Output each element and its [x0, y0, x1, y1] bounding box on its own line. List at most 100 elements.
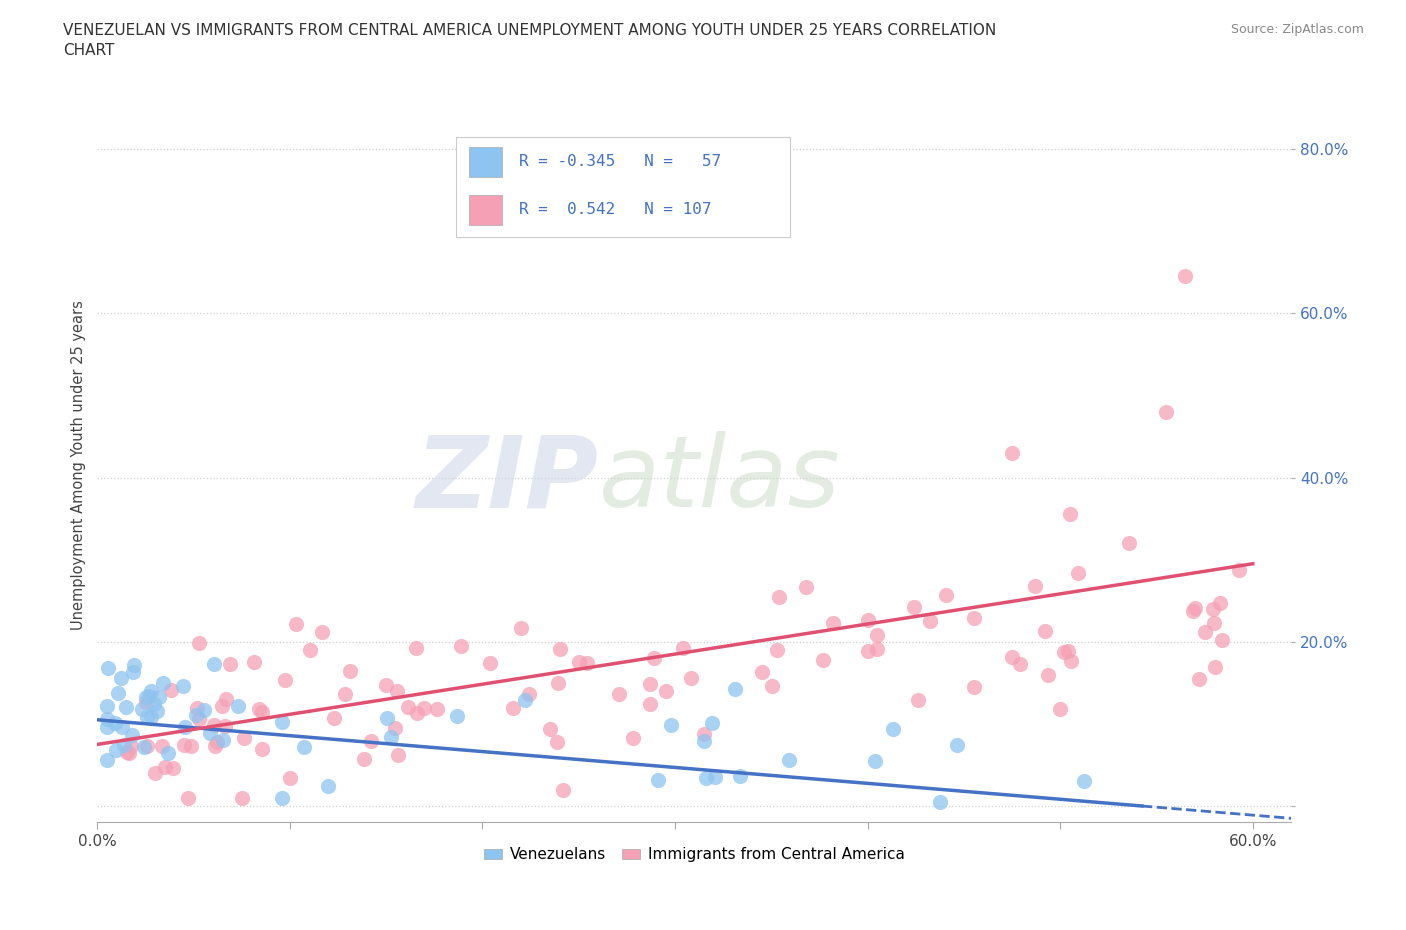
Point — [1059, 507, 1081, 522]
Point — [647, 773, 669, 788]
Point — [728, 769, 751, 784]
Point — [136, 711, 159, 725]
Point — [104, 742, 127, 757]
Point — [384, 721, 406, 736]
Point — [172, 679, 194, 694]
Point — [426, 701, 449, 716]
Point — [858, 644, 880, 658]
Point — [1059, 653, 1081, 668]
Point — [177, 790, 200, 805]
Point — [180, 738, 202, 753]
Point — [97, 660, 120, 675]
Point — [1202, 602, 1225, 617]
Point — [621, 731, 644, 746]
Point — [250, 705, 273, 720]
Point — [703, 770, 725, 785]
Point — [311, 625, 333, 640]
Point — [211, 698, 233, 713]
Point — [131, 701, 153, 716]
Point — [1067, 565, 1090, 580]
Point — [1049, 701, 1071, 716]
Point — [250, 741, 273, 756]
Point — [811, 653, 834, 668]
Point — [157, 746, 180, 761]
Point — [360, 734, 382, 749]
Point — [323, 711, 346, 725]
Point — [139, 684, 162, 698]
Point — [104, 716, 127, 731]
Point — [353, 751, 375, 766]
Point — [1033, 624, 1056, 639]
Point — [766, 643, 789, 658]
Point — [273, 673, 295, 688]
Point — [387, 684, 409, 698]
Point — [112, 737, 135, 752]
Point — [405, 640, 427, 655]
Point — [1036, 668, 1059, 683]
Point — [162, 760, 184, 775]
Point — [271, 791, 294, 806]
Point — [1008, 657, 1031, 671]
Point — [1118, 536, 1140, 551]
Point — [278, 771, 301, 786]
Point — [153, 759, 176, 774]
Legend: Venezuelans, Immigrants from Central America: Venezuelans, Immigrants from Central Ame… — [478, 841, 911, 869]
Point — [211, 733, 233, 748]
Point — [374, 677, 396, 692]
Point — [387, 748, 409, 763]
Point — [335, 686, 357, 701]
Point — [406, 706, 429, 721]
Point — [135, 695, 157, 710]
Point — [96, 698, 118, 713]
Point — [202, 657, 225, 671]
Point — [135, 689, 157, 704]
Point — [946, 737, 969, 752]
Point — [517, 687, 540, 702]
Point — [231, 790, 253, 805]
Point — [863, 754, 886, 769]
Point — [607, 687, 630, 702]
Point — [107, 685, 129, 700]
Point — [768, 590, 790, 604]
Point — [138, 689, 160, 704]
Point — [115, 745, 138, 760]
Point — [538, 722, 561, 737]
Point — [1194, 624, 1216, 639]
Point — [150, 738, 173, 753]
Point — [96, 719, 118, 734]
Point — [638, 697, 661, 711]
Point — [903, 599, 925, 614]
Y-axis label: Unemployment Among Youth under 25 years: Unemployment Among Youth under 25 years — [72, 300, 86, 631]
Point — [1024, 578, 1046, 593]
Point — [1227, 563, 1250, 578]
Point — [700, 715, 723, 730]
Point — [412, 700, 434, 715]
Point — [271, 715, 294, 730]
Text: ZIP: ZIP — [416, 431, 599, 528]
Point — [318, 778, 340, 793]
Point — [292, 739, 315, 754]
Point — [148, 689, 170, 704]
Point — [124, 658, 146, 673]
Point — [122, 665, 145, 680]
Point — [661, 717, 683, 732]
Point — [547, 675, 569, 690]
Point — [568, 654, 591, 669]
Point — [546, 735, 568, 750]
Text: VENEZUELAN VS IMMIGRANTS FROM CENTRAL AMERICA UNEMPLOYMENT AMONG YOUTH UNDER 25 : VENEZUELAN VS IMMIGRANTS FROM CENTRAL AM… — [63, 23, 997, 58]
Point — [638, 677, 661, 692]
Point — [692, 726, 714, 741]
Point — [299, 643, 322, 658]
Point — [866, 641, 889, 656]
Point — [502, 700, 524, 715]
Point — [96, 712, 118, 727]
Point — [215, 692, 238, 707]
Point — [205, 735, 228, 750]
Point — [643, 650, 665, 665]
Point — [118, 746, 141, 761]
Point — [882, 722, 904, 737]
Point — [243, 655, 266, 670]
Point — [1204, 616, 1226, 631]
Point — [548, 642, 571, 657]
Point — [139, 710, 162, 724]
